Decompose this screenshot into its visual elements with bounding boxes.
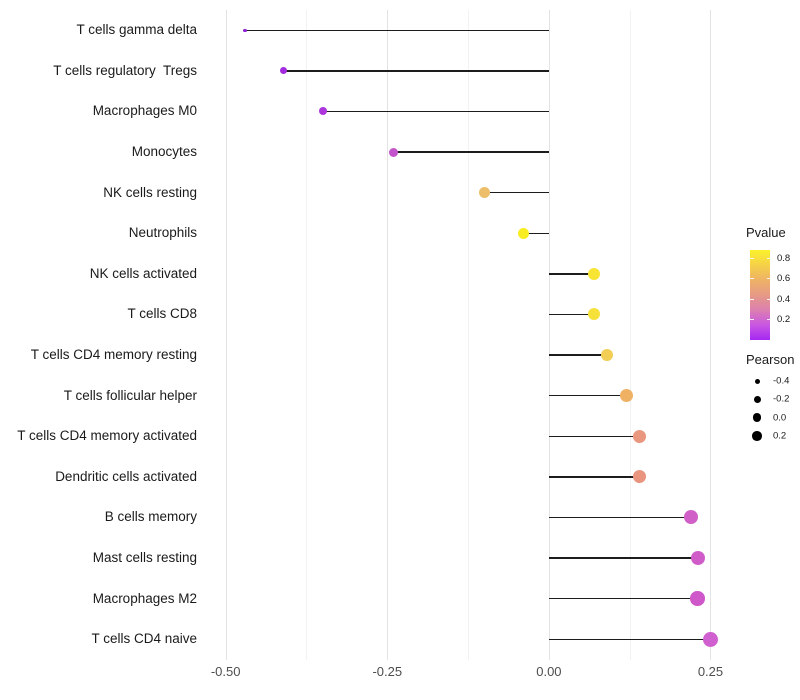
- legend-pearson-title: Pearson: [746, 352, 795, 367]
- legend-pearson: Pearson -0.4 -0.2 0.0 0.2: [746, 352, 800, 447]
- lollipop-dot: [588, 308, 601, 321]
- lollipop-dot: [702, 631, 718, 647]
- category-label: Macrophages M0: [92, 103, 197, 119]
- legend-pvalue-title: Pvalue: [746, 225, 786, 240]
- lollipop-dot: [619, 389, 633, 403]
- lollipop-stem: [548, 354, 608, 356]
- gridline-major: [225, 10, 227, 660]
- lollipop-stem: [245, 29, 549, 31]
- legend-size-row: 0.0: [746, 409, 800, 427]
- category-label: NK cells activated: [89, 265, 197, 281]
- lollipop-stem: [322, 110, 549, 113]
- lollipop-dot: [478, 186, 490, 199]
- category-label: Dendritic cells activated: [55, 468, 197, 484]
- pvalue-colorbar: 0.8 0.6 0.4 0.2: [750, 250, 790, 340]
- lollipop-dot: [632, 470, 646, 484]
- lollipop-dot: [517, 227, 529, 239]
- legend-size-label: 0.0: [773, 412, 787, 424]
- category-label: T cells CD4 naive: [91, 631, 197, 647]
- lollipop-dot: [318, 107, 327, 116]
- legend-size-label: -0.4: [773, 375, 790, 387]
- colorbar-tick: [766, 278, 770, 279]
- lollipop-dot: [690, 591, 705, 606]
- x-axis-tick-label: 0.25: [697, 663, 724, 679]
- category-label: T cells regulatory Tregs: [53, 62, 197, 78]
- category-label: Mast cells resting: [92, 550, 197, 566]
- colorbar-tick-label: 0.6: [777, 273, 791, 284]
- colorbar-tick: [766, 319, 770, 320]
- legend-size-dot: [754, 378, 760, 384]
- legend-pearson-keys: -0.4 -0.2 0.0 0.2: [746, 372, 800, 447]
- x-axis-tick-label: 0.00: [536, 663, 562, 679]
- colorbar-tick-label: 0.8: [777, 253, 791, 264]
- legend-size-dot: [752, 431, 762, 441]
- lollipop-stem: [548, 557, 698, 559]
- lollipop-dot: [243, 28, 247, 33]
- colorbar-tick: [766, 258, 770, 259]
- legend-size-dot: [752, 413, 762, 422]
- x-axis-tick-label: -0.50: [210, 663, 241, 679]
- legend-size-row: -0.2: [746, 390, 800, 408]
- gridline-minor: [306, 10, 308, 660]
- colorbar-tick-label: 0.2: [777, 314, 791, 325]
- colorbar-tick: [750, 319, 754, 320]
- category-label: B cells memory: [104, 509, 197, 525]
- lollipop-dot: [684, 510, 699, 525]
- category-label: T cells CD8: [127, 306, 197, 322]
- legend-size-label: -0.2: [773, 393, 790, 405]
- colorbar-tick: [766, 299, 770, 300]
- lollipop-stem: [548, 516, 692, 519]
- lollipop-stem: [548, 476, 640, 478]
- category-label: T cells CD4 memory resting: [30, 347, 197, 363]
- category-label: Neutrophils: [128, 225, 197, 241]
- category-label: NK cells resting: [103, 184, 197, 200]
- x-axis-tick-label: -0.25: [372, 663, 403, 679]
- lollipop-stem: [548, 435, 640, 437]
- gridline-major: [710, 10, 712, 660]
- gridline-minor: [468, 10, 470, 660]
- lollipop-stem: [548, 638, 711, 640]
- colorbar-tick-label: 0.4: [777, 294, 791, 305]
- category-label: Macrophages M2: [92, 590, 197, 606]
- legend-size-label: 0.2: [773, 430, 787, 442]
- category-label: Monocytes: [131, 144, 197, 160]
- lollipop-dot: [600, 348, 614, 362]
- lollipop-stem: [548, 273, 595, 275]
- legend-size-row: 0.2: [746, 427, 800, 445]
- colorbar-tick: [750, 299, 754, 300]
- lollipop-dot: [632, 429, 646, 443]
- category-label: T cells gamma delta: [76, 22, 197, 38]
- lollipop-stem: [523, 232, 549, 234]
- lollipop-stem: [393, 151, 549, 153]
- lollipop-stem: [548, 313, 595, 316]
- lollipop-stem: [484, 191, 549, 194]
- category-label: T cells CD4 memory activated: [17, 428, 197, 444]
- lollipop-stem: [548, 597, 698, 600]
- legend-size-dot: [753, 395, 761, 403]
- legend-size-row: -0.4: [746, 372, 800, 390]
- lollipop-dot: [588, 267, 601, 280]
- lollipop-stem: [548, 394, 627, 397]
- category-label: T cells follicular helper: [63, 387, 197, 403]
- gridline-minor: [629, 10, 631, 660]
- lollipop-dot: [690, 551, 705, 566]
- colorbar-tick: [750, 278, 754, 279]
- lollipop-dot: [389, 147, 399, 157]
- gridline-major: [548, 10, 550, 660]
- legend-pvalue: Pvalue 0.8 0.6 0.4 0.2: [746, 225, 800, 345]
- gridline-major: [387, 10, 389, 660]
- colorbar-tick: [750, 258, 754, 259]
- lollipop-dot: [280, 67, 288, 75]
- lollipop-stem: [283, 70, 549, 72]
